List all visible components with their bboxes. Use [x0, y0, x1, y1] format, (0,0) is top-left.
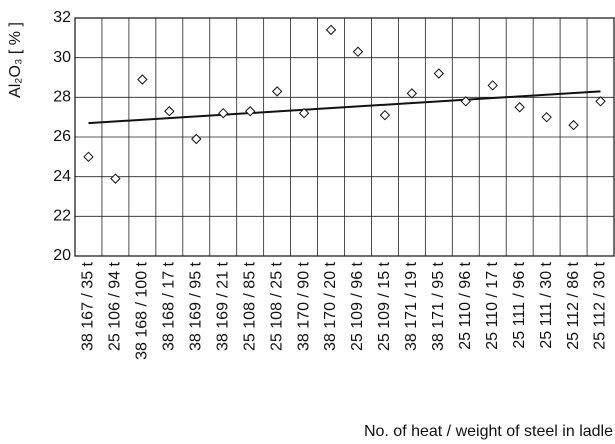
x-tick-label: 25 112 / 86 t — [565, 261, 582, 349]
x-tick-label: 25 111 / 96 t — [511, 261, 528, 348]
plot-frame — [74, 17, 615, 257]
data-point — [137, 74, 148, 85]
y-tick-label: 26 — [53, 128, 71, 145]
data-point — [352, 46, 364, 57]
data-point — [83, 151, 94, 163]
x-tick-label: 38 171 / 19 t — [403, 261, 420, 351]
x-tick-label: 38 167 / 35 t — [80, 261, 97, 351]
data-point — [541, 111, 552, 123]
y-axis-label: Al₂O₃ [ % ] — [7, 22, 24, 98]
data-point — [325, 24, 337, 36]
y-tick-label: 28 — [53, 89, 71, 106]
x-tick-label: 25 106 / 94 t — [107, 261, 124, 351]
y-tick-label: 20 — [53, 247, 71, 264]
x-tick-label: 25 112 / 30 t — [592, 261, 609, 349]
y-tick-label: 22 — [53, 208, 71, 225]
y-tick-label: 30 — [53, 49, 71, 66]
x-tick-label: 25 109 / 15 t — [376, 261, 393, 351]
data-point — [271, 86, 283, 97]
data-point — [110, 173, 121, 184]
x-axis-label: No. of heat / weight of steel in ladle — [364, 423, 613, 440]
x-tick-label: 38 169 / 21 t — [214, 261, 231, 351]
x-tick-label: 38 171 / 95 t — [430, 261, 447, 351]
y-tick-label: 24 — [53, 168, 71, 185]
data-point — [379, 109, 391, 121]
data-point — [298, 107, 310, 119]
data-point — [460, 96, 471, 107]
data-point — [244, 106, 256, 117]
data-point — [514, 102, 525, 113]
x-tick-label: 38 168 / 100 t — [134, 261, 151, 359]
x-tick-label: 38 170 / 20 t — [322, 261, 339, 351]
trend-line — [88, 90, 601, 125]
x-tick-label: 25 111 / 30 t — [538, 261, 555, 348]
data-point — [595, 96, 606, 107]
x-tick-label: 25 108 / 25 t — [268, 261, 285, 351]
data-point — [433, 68, 445, 79]
x-tick-label: 38 170 / 90 t — [295, 261, 312, 351]
x-tick-label: 25 110 / 17 t — [484, 261, 501, 349]
x-tick-label: 25 108 / 85 t — [241, 261, 258, 351]
data-point — [406, 88, 418, 99]
data-point — [487, 80, 498, 91]
data-point — [164, 106, 175, 117]
x-tick-label: 38 168 / 17 t — [161, 261, 178, 351]
data-point — [568, 119, 579, 131]
data-point — [218, 107, 229, 119]
x-tick-label: 25 109 / 96 t — [349, 261, 366, 351]
x-tick-label: 38 169 / 95 t — [187, 261, 204, 351]
y-tick-label: 32 — [53, 9, 71, 26]
x-tick-label: 25 110 / 96 t — [457, 261, 474, 349]
data-point — [191, 133, 202, 145]
